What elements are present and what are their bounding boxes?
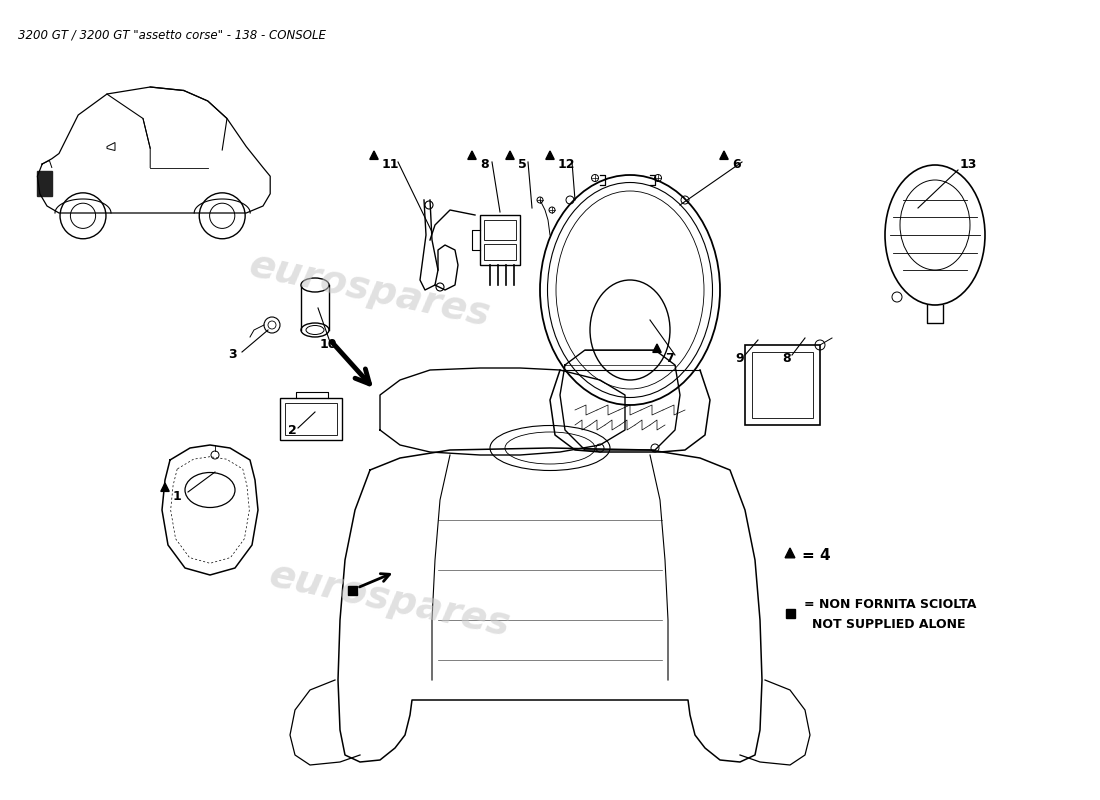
Text: 7: 7	[666, 351, 673, 365]
Bar	[348, 586, 356, 594]
Polygon shape	[370, 151, 378, 159]
Text: eurospares: eurospares	[246, 246, 494, 334]
Text: 10: 10	[320, 338, 338, 351]
Text: eurospares: eurospares	[266, 556, 514, 644]
Bar	[484, 220, 516, 240]
Text: 3: 3	[228, 349, 236, 362]
Polygon shape	[546, 151, 554, 159]
Text: 9: 9	[735, 351, 744, 365]
Bar	[484, 244, 516, 260]
Polygon shape	[785, 548, 795, 558]
Text: 3200 GT / 3200 GT "assetto corse" - 138 - CONSOLE: 3200 GT / 3200 GT "assetto corse" - 138 …	[18, 28, 326, 41]
Polygon shape	[468, 151, 476, 159]
Polygon shape	[506, 151, 514, 159]
Bar	[480, 215, 520, 265]
Text: NOT SUPPLIED ALONE: NOT SUPPLIED ALONE	[812, 618, 966, 631]
Text: = NON FORNITA SCIOLTA: = NON FORNITA SCIOLTA	[804, 598, 977, 611]
Bar	[745, 345, 820, 425]
Bar	[285, 403, 337, 435]
Bar	[37, 171, 52, 195]
Text: 5: 5	[518, 158, 527, 171]
Text: 8: 8	[782, 351, 791, 365]
Bar	[280, 398, 342, 440]
Text: 1: 1	[173, 490, 182, 503]
Text: 11: 11	[382, 158, 399, 171]
Text: 12: 12	[558, 158, 575, 171]
Polygon shape	[652, 344, 661, 352]
Text: 13: 13	[960, 158, 978, 171]
Text: = 4: = 4	[802, 547, 830, 562]
Bar	[785, 609, 794, 618]
Text: 2: 2	[288, 423, 297, 437]
Bar	[752, 352, 813, 418]
Polygon shape	[161, 483, 169, 491]
Text: 6: 6	[732, 158, 740, 171]
Polygon shape	[719, 151, 728, 159]
Text: 8: 8	[480, 158, 488, 171]
